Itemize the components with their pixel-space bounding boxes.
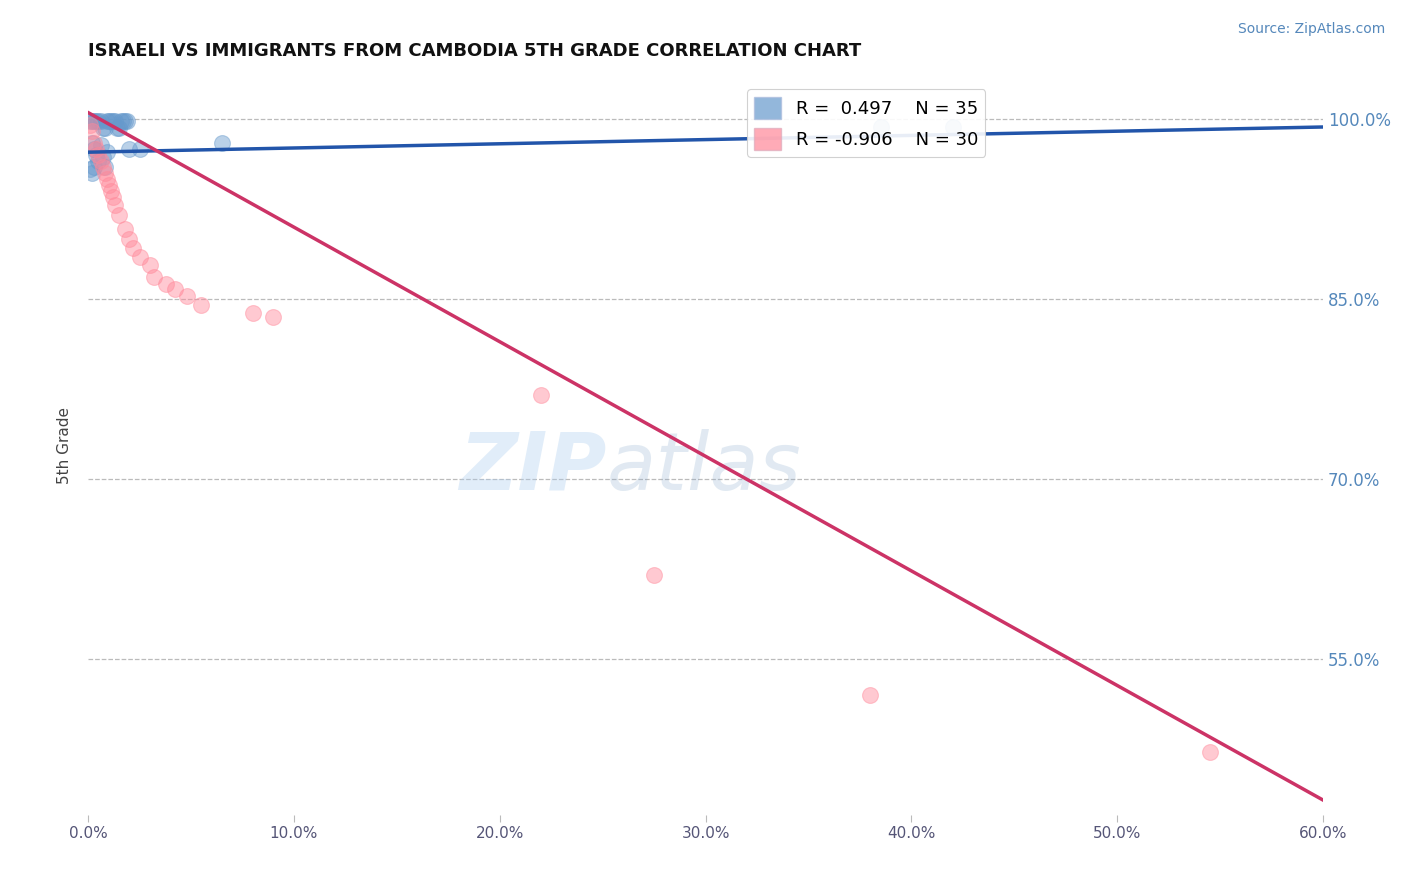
Point <box>91 121 114 136</box>
Point <box>91 150 114 164</box>
Point <box>118 142 141 156</box>
Point <box>96 171 118 186</box>
Point <box>96 114 118 128</box>
Point <box>859 688 882 702</box>
Point <box>163 282 186 296</box>
Text: atlas: atlas <box>607 429 801 507</box>
Point <box>83 114 105 128</box>
Point <box>869 120 891 134</box>
Point <box>93 121 115 136</box>
Point <box>101 114 124 128</box>
Point <box>122 241 145 255</box>
Point <box>100 184 122 198</box>
Point <box>112 114 135 128</box>
Point <box>82 165 104 179</box>
Legend: R =  0.497    N = 35, R = -0.906    N = 30: R = 0.497 N = 35, R = -0.906 N = 30 <box>747 89 986 157</box>
Point <box>110 114 132 128</box>
Point <box>100 114 122 128</box>
Point <box>114 222 136 236</box>
Point <box>97 114 120 128</box>
Point <box>104 114 127 128</box>
Point <box>96 145 118 160</box>
Point <box>83 142 105 156</box>
Text: ZIP: ZIP <box>460 429 607 507</box>
Point <box>530 387 553 401</box>
Point <box>93 160 115 174</box>
Point <box>108 121 131 136</box>
Point <box>155 277 177 292</box>
Point <box>104 198 127 212</box>
Point <box>643 567 665 582</box>
Point <box>128 142 150 156</box>
Point <box>139 258 162 272</box>
Point <box>89 138 111 153</box>
Point <box>86 114 108 128</box>
Point <box>101 189 124 203</box>
Point <box>87 147 110 161</box>
Point <box>87 114 110 128</box>
Point <box>1199 745 1222 759</box>
Point <box>118 231 141 245</box>
Y-axis label: 5th Grade: 5th Grade <box>58 407 72 484</box>
Point <box>108 208 131 222</box>
Point <box>89 153 111 168</box>
Point <box>117 114 139 128</box>
Point <box>190 297 212 311</box>
Point <box>83 136 105 150</box>
Point <box>242 306 264 320</box>
Point <box>262 310 284 324</box>
Point <box>82 136 104 150</box>
Point <box>79 114 101 128</box>
Point <box>128 250 150 264</box>
Point <box>82 114 104 128</box>
Point <box>97 178 120 192</box>
Point <box>114 114 136 128</box>
Point <box>79 118 101 132</box>
Point <box>79 161 101 176</box>
Text: Source: ZipAtlas.com: Source: ZipAtlas.com <box>1237 22 1385 37</box>
Point <box>82 123 104 137</box>
Point <box>143 270 166 285</box>
Point <box>93 165 115 179</box>
Point <box>91 160 114 174</box>
Point <box>105 121 128 136</box>
Point <box>83 160 105 174</box>
Point <box>176 289 198 303</box>
Point <box>942 120 965 134</box>
Text: ISRAELI VS IMMIGRANTS FROM CAMBODIA 5TH GRADE CORRELATION CHART: ISRAELI VS IMMIGRANTS FROM CAMBODIA 5TH … <box>89 42 862 60</box>
Point <box>87 153 110 168</box>
Point <box>86 147 108 161</box>
Point <box>86 142 108 156</box>
Point <box>89 114 111 128</box>
Point <box>211 136 233 150</box>
